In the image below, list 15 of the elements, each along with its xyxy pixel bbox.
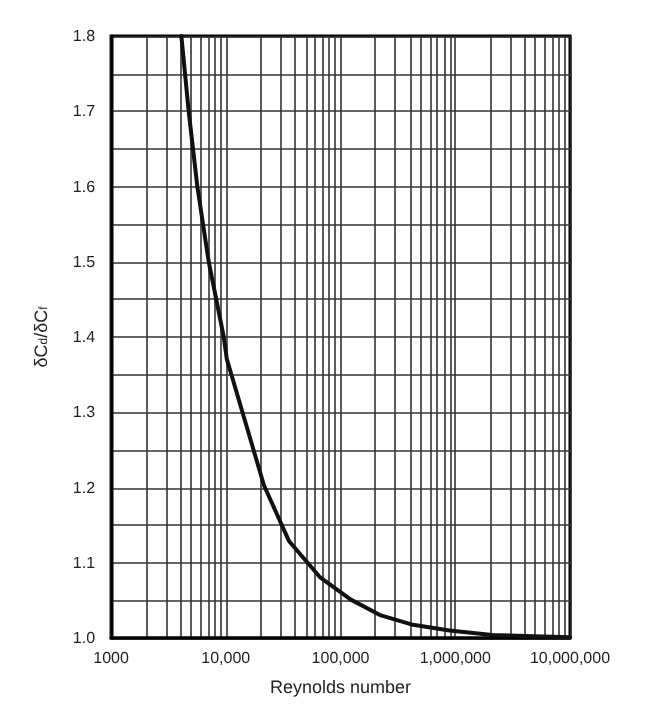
x-tick-label: 10,000	[201, 649, 252, 667]
y-tick-label: 1.2	[72, 478, 97, 497]
x-tick-label: 100,000	[311, 649, 371, 667]
x-tick-label: 1000	[93, 649, 130, 667]
y-tick-label: 1.4	[72, 328, 97, 346]
y-tick-label: 1.3	[72, 403, 97, 422]
y-tick-label: 1.0	[72, 629, 97, 647]
x-tick-label: 10,000,000	[529, 649, 612, 667]
x-tick-label: 1,000,000	[419, 649, 492, 667]
y-tick-label: 1.1	[72, 553, 97, 572]
x-axis-title: Reynolds number	[269, 677, 412, 697]
y-tick-label: 1.5	[72, 252, 97, 271]
y-tick-label: 1.6	[72, 177, 97, 196]
y-tick-label: 1.7	[72, 102, 97, 121]
y-tick-label: 1.8	[72, 27, 97, 45]
